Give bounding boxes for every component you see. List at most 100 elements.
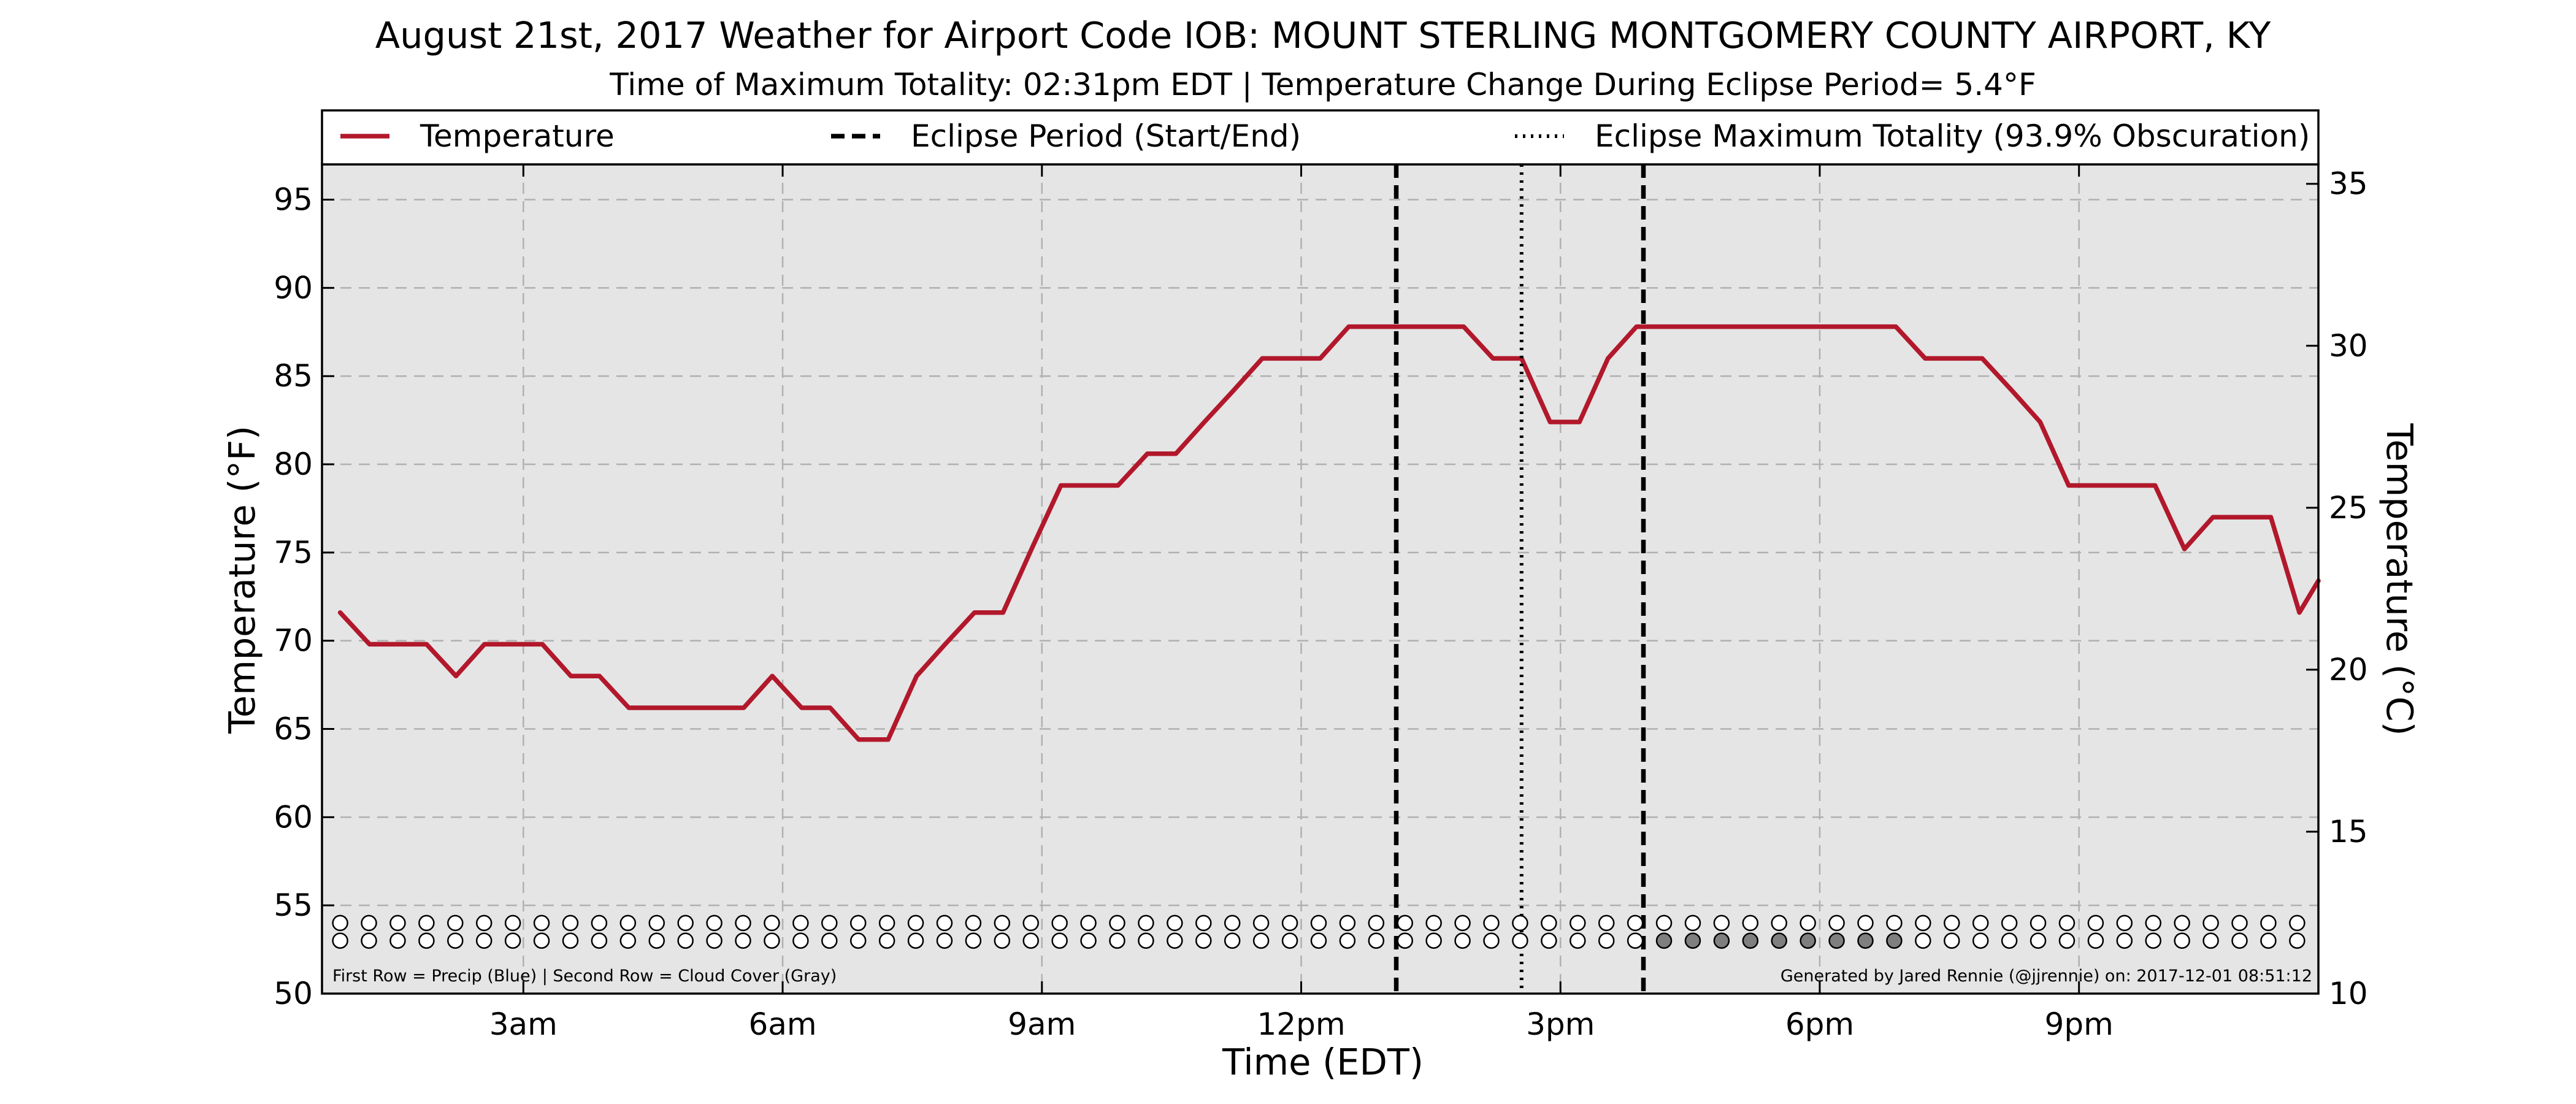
cloud-marker <box>2116 932 2133 949</box>
cloud-marker <box>475 932 493 949</box>
y-tick-label: 90 <box>274 270 313 305</box>
cloud-marker <box>562 932 579 949</box>
precip-marker <box>332 914 348 932</box>
cloud-marker <box>1167 932 1183 949</box>
precip-marker <box>1915 914 1931 932</box>
cloud-marker <box>735 932 751 949</box>
cloud-marker <box>2145 932 2161 949</box>
axis-tick-labels: 3am 6am 9am 12pm 3pm 6pm 9pm 50 55 60 65 70 75 80 85 90… <box>274 166 2367 1042</box>
precip-marker <box>677 914 694 932</box>
y-right-tick-label: 10 <box>2329 976 2368 1011</box>
y-tick-label: 55 <box>274 887 313 923</box>
cloud-marker <box>1512 932 1528 949</box>
cloud-marker <box>2058 932 2076 949</box>
cloud-marker <box>1627 932 1644 949</box>
cloud-marker <box>447 932 464 949</box>
precip-marker <box>2289 914 2306 932</box>
cloud-marker <box>1483 932 1500 949</box>
grid-lines <box>322 164 2318 994</box>
y-tick-label: 75 <box>274 535 313 570</box>
y-tick-label: 85 <box>274 358 313 394</box>
cloud-marker <box>361 932 377 949</box>
precip-marker <box>504 914 521 932</box>
cloud-marker <box>764 932 780 949</box>
precip-marker <box>2231 914 2248 932</box>
plot-area <box>322 164 2318 994</box>
x-tick-label: 6am <box>748 1006 816 1042</box>
precip-marker <box>1425 914 1442 932</box>
cloud-marker <box>648 932 665 949</box>
precip-marker <box>2174 914 2190 932</box>
precip-marker <box>2058 914 2076 932</box>
precip-marker <box>1541 914 1557 932</box>
precip-marker <box>1224 914 1241 932</box>
precip-marker <box>389 914 406 932</box>
cloud-marker <box>1368 932 1385 949</box>
cloud-marker <box>821 932 838 949</box>
precip-marker <box>361 914 377 932</box>
y-tick-label: 80 <box>274 447 313 482</box>
x-tick-label: 3am <box>489 1006 558 1042</box>
bottom-right-note: Generated by Jared Rennie (@jjrennie) on… <box>1781 967 2312 986</box>
cloud-marker <box>1109 932 1125 949</box>
cloud-marker <box>1252 932 1270 949</box>
cloud-marker <box>2030 932 2047 949</box>
cloud-marker <box>2087 932 2104 949</box>
cloud-marker <box>1713 932 1730 949</box>
cloud-marker <box>1972 932 1989 949</box>
cloud-marker <box>2289 932 2306 949</box>
precip-marker <box>1138 914 1154 932</box>
cloud-marker <box>1425 932 1442 949</box>
cloud-marker <box>2260 932 2277 949</box>
precip-marker <box>1684 914 1701 932</box>
cloud-marker <box>706 932 723 949</box>
precip-marker <box>936 914 953 932</box>
legend-eclipse-max-label: Eclipse Maximum Totality (93.9% Obscurat… <box>1595 118 2310 154</box>
precip-marker <box>735 914 751 932</box>
precip-marker <box>1368 914 1385 932</box>
axis-ticks <box>322 164 2318 995</box>
cloud-marker <box>389 932 406 949</box>
cloud-marker <box>533 932 550 949</box>
precip-marker <box>1800 914 1816 932</box>
legend: Temperature Eclipse Period (Start/End) E… <box>321 109 2320 166</box>
y-right-tick-label: 15 <box>2329 814 2368 849</box>
cloud-marker <box>1598 932 1615 949</box>
precip-marker <box>1252 914 1270 932</box>
precip-marker <box>1570 914 1586 932</box>
precip-marker <box>2260 914 2277 932</box>
precip-marker <box>1713 914 1730 932</box>
legend-temperature-label: Temperature <box>420 118 615 154</box>
cloud-marker <box>1771 932 1787 949</box>
precip-marker <box>2001 914 2018 932</box>
precip-marker <box>1022 914 1039 932</box>
cloud-marker <box>1800 932 1816 949</box>
precip-marker <box>1109 914 1125 932</box>
cloud-marker <box>418 932 435 949</box>
cloud-marker <box>2231 932 2248 949</box>
precip-marker <box>706 914 723 932</box>
precip-marker <box>2145 914 2161 932</box>
precip-marker <box>418 914 435 932</box>
precip-marker <box>648 914 665 932</box>
cloud-marker <box>1655 932 1673 949</box>
precip-marker <box>1195 914 1212 932</box>
cloud-marker <box>965 932 982 949</box>
y-tick-label: 50 <box>274 976 313 1011</box>
precip-marker <box>965 914 982 932</box>
cloud-marker <box>677 932 694 949</box>
cloud-marker <box>1138 932 1154 949</box>
chart-title: August 21st, 2017 Weather for Airport Co… <box>375 14 2271 56</box>
cloud-marker <box>1310 932 1327 949</box>
precip-marker <box>1944 914 1960 932</box>
precip-marker <box>2202 914 2219 932</box>
precip-marker <box>1397 914 1413 932</box>
cloud-marker <box>1022 932 1039 949</box>
precip-marker <box>1886 914 1903 932</box>
cloud-marker <box>936 932 953 949</box>
cloud-marker <box>619 932 637 949</box>
cloud-marker <box>1915 932 1931 949</box>
cloud-marker <box>1080 932 1097 949</box>
cloud-marker <box>878 932 895 949</box>
